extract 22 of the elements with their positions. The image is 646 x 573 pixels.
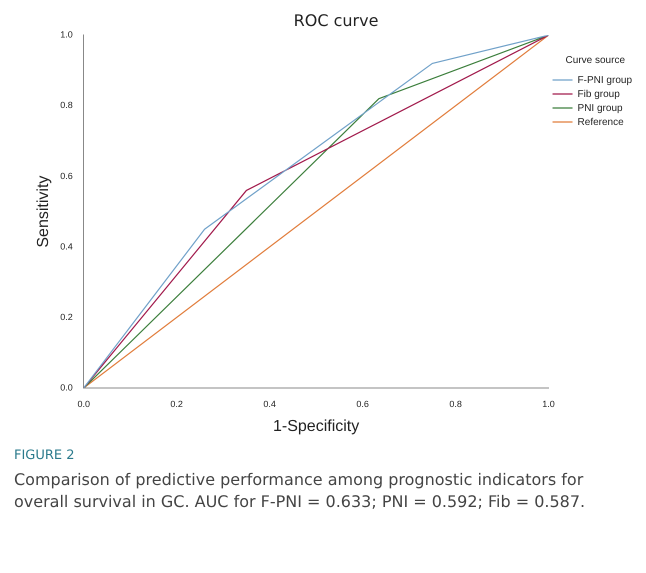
text: Comparison of predictive performance among prognostic indicators for overall survival in GC. AUC for F-PNI = 0.633; PNI = 0.592; Fib = 0.587. (14, 469, 586, 513)
y-tick-label: 0.2 (60, 312, 73, 322)
y-tick-label: 0.4 (60, 241, 73, 252)
legend-label: Reference (578, 116, 624, 128)
y-axis-title: Sensitivity (35, 176, 52, 248)
x-tick-label: 0.6 (356, 398, 369, 409)
y-tick-label: 0.0 (60, 382, 73, 392)
y-tick-label: 0.6 (60, 170, 73, 181)
x-tick-label: 0.8 (449, 398, 462, 409)
caption: FIGURE 2 (14, 448, 76, 463)
x-tick-label: 0.4 (263, 398, 276, 409)
x-tick-label: 0.2 (170, 398, 183, 409)
x-axis-title: 1-Specificity (273, 418, 360, 435)
legend-label: F-PNI group (578, 74, 632, 86)
legend-label: Fib group (578, 88, 620, 100)
y-tick-label: 0.8 (60, 100, 73, 110)
x-tick-label: 1.0 (542, 398, 555, 409)
y-tick-label: 1.0 (60, 30, 73, 40)
legend-title: Curve source (566, 54, 626, 66)
chart-title: ROC curve (294, 10, 378, 30)
x-tick-label: 0.0 (77, 398, 90, 409)
legend-label: PNI group (578, 102, 623, 114)
